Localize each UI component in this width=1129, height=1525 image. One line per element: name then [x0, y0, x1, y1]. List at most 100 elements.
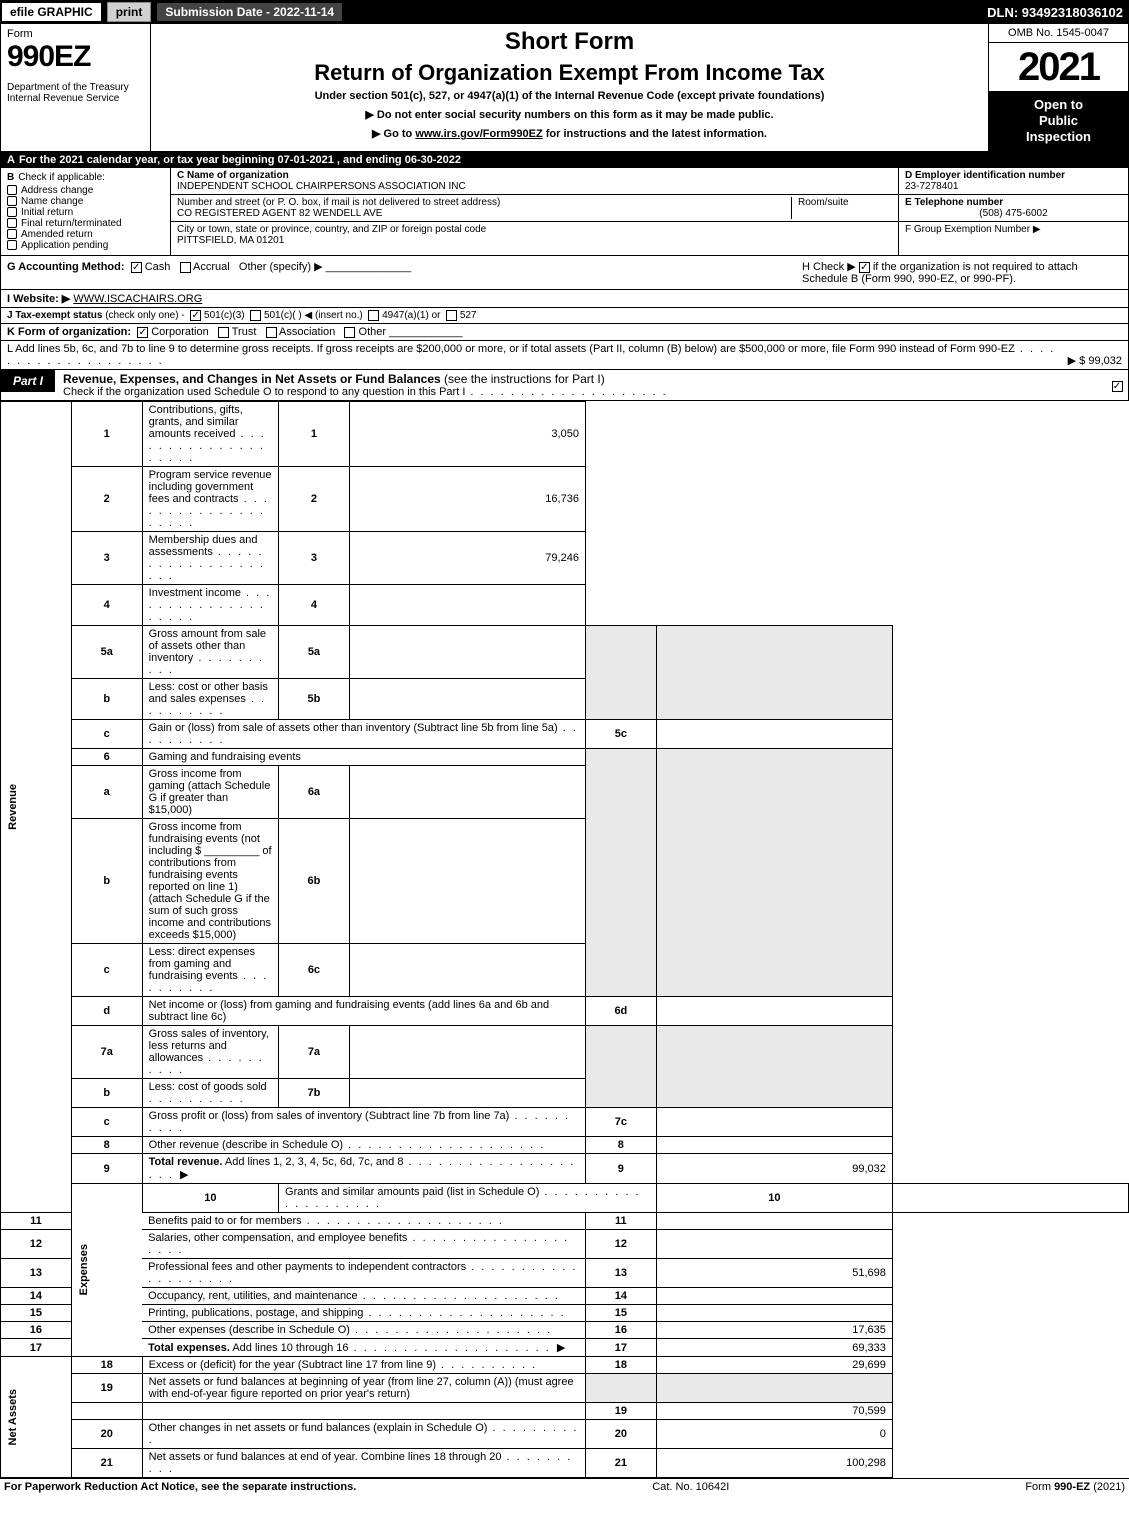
line-k: K Form of organization: Corporation Trus…	[0, 324, 1129, 341]
line-g-h: G Accounting Method: Cash Accrual Other …	[0, 256, 1129, 290]
l9-rnum: 9	[585, 1154, 656, 1184]
line-6b: b Gross income from fundraising events (…	[1, 819, 1129, 944]
l19-num2	[71, 1403, 142, 1420]
header-right: OMB No. 1545-0047 2021 Open to Public In…	[988, 24, 1128, 151]
d-label: D Employer identification number	[905, 170, 1122, 181]
line-14: 14Occupancy, rent, utilities, and mainte…	[1, 1288, 1129, 1305]
l5a-sn: 5a	[279, 626, 350, 679]
chk-pending[interactable]	[7, 240, 17, 250]
print-button[interactable]: print	[107, 2, 152, 22]
k-label: K Form of organization:	[7, 326, 131, 338]
line-10: Expenses 10 Grants and similar amounts p…	[1, 1184, 1129, 1213]
section-a-text: For the 2021 calendar year, or tax year …	[19, 154, 461, 166]
line-6a: a Gross income from gaming (attach Sched…	[1, 766, 1129, 819]
form-word: Form	[7, 28, 144, 40]
l6a-sn: 6a	[279, 766, 350, 819]
l5b-sn: 5b	[279, 679, 350, 720]
efile-button[interactable]: efile GRAPHIC	[2, 3, 101, 21]
l15-desc: Printing, publications, postage, and shi…	[142, 1305, 585, 1322]
l18-desc: Excess or (deficit) for the year (Subtra…	[142, 1357, 585, 1374]
box-b: BCheck if applicable: Address change Nam…	[1, 168, 171, 255]
top-bar-left: efile GRAPHIC print Submission Date - 20…	[2, 2, 342, 22]
header-center: Short Form Return of Organization Exempt…	[151, 24, 988, 151]
l6a-num: a	[71, 766, 142, 819]
l2-num: 2	[71, 467, 142, 532]
l2-rnum: 2	[279, 467, 350, 532]
opt-501c: 501(c)( ) ◀ (insert no.)	[264, 310, 363, 321]
j-label: J Tax-exempt status	[7, 310, 102, 321]
chk-assoc[interactable]	[266, 327, 277, 338]
chk-501c[interactable]	[250, 310, 261, 321]
website-value[interactable]: WWW.ISCACHAIRS.ORG	[73, 293, 202, 305]
l6b-desc2: of contributions from fundraising events…	[149, 845, 272, 941]
line-7b: b Less: cost of goods sold 7b	[1, 1079, 1129, 1108]
chk-other-org[interactable]	[344, 327, 355, 338]
short-form-title: Short Form	[157, 28, 982, 56]
line-5a: 5a Gross amount from sale of assets othe…	[1, 626, 1129, 679]
chk-accrual[interactable]	[180, 262, 191, 273]
l4-val	[349, 585, 585, 626]
l20-val: 0	[656, 1420, 892, 1449]
line-6: 6 Gaming and fundraising events	[1, 749, 1129, 766]
ssn-warning: ▶ Do not enter social security numbers o…	[157, 108, 982, 121]
dln-label: DLN: 93492318036102	[987, 5, 1127, 20]
goto-post: for instructions and the latest informat…	[543, 128, 767, 140]
l12-num: 12	[1, 1230, 72, 1259]
l18-num: 18	[71, 1357, 142, 1374]
l19-val: 70,599	[656, 1403, 892, 1420]
l14-desc: Occupancy, rent, utilities, and maintena…	[142, 1288, 585, 1305]
chk-501c3[interactable]	[190, 310, 201, 321]
identity-row: BCheck if applicable: Address change Nam…	[0, 168, 1129, 256]
chk-initial-return[interactable]	[7, 207, 17, 217]
box-b-title: Check if applicable:	[18, 172, 105, 183]
line-i-row: I Website: ▶ WWW.ISCACHAIRS.ORG	[0, 290, 1129, 308]
line-l-row: L Add lines 5b, 6c, and 7b to line 9 to …	[0, 341, 1129, 370]
irs-link[interactable]: www.irs.gov/Form990EZ	[415, 128, 542, 140]
l19-grayv	[656, 1374, 892, 1403]
opt-address-change: Address change	[21, 185, 93, 196]
l13-desc: Professional fees and other payments to …	[142, 1259, 585, 1288]
box-d: D Employer identification number 23-7278…	[898, 168, 1128, 255]
l18-val: 29,699	[656, 1357, 892, 1374]
l21-val: 100,298	[656, 1449, 892, 1478]
line-6d: d Net income or (loss) from gaming and f…	[1, 997, 1129, 1026]
addr-label: Number and street (or P. O. box, if mail…	[177, 197, 785, 208]
l19-rnum: 19	[585, 1403, 656, 1420]
chk-name-change[interactable]	[7, 196, 17, 206]
top-bar: efile GRAPHIC print Submission Date - 20…	[0, 0, 1129, 24]
chk-cash[interactable]	[131, 262, 142, 273]
l19-desc: Net assets or fund balances at beginning…	[142, 1374, 585, 1403]
l5c-val	[656, 720, 892, 749]
line-11: 11Benefits paid to or for members11	[1, 1213, 1129, 1230]
chk-schedule-o[interactable]	[1112, 381, 1123, 392]
chk-527[interactable]	[446, 310, 457, 321]
l2-val: 16,736	[349, 467, 585, 532]
l3-rnum: 3	[279, 532, 350, 585]
chk-4947[interactable]	[368, 310, 379, 321]
chk-final-return[interactable]	[7, 218, 17, 228]
l5a-sv	[349, 626, 585, 679]
l5b-num: b	[71, 679, 142, 720]
l11-val	[656, 1213, 892, 1230]
revenue-tab: Revenue	[7, 784, 19, 830]
l7a-num: 7a	[71, 1026, 142, 1079]
opt-final-return: Final return/terminated	[21, 218, 122, 229]
l2-desc: Program service revenue including govern…	[142, 467, 278, 532]
f-label: F Group Exemption Number ▶	[899, 222, 1128, 237]
chk-address-change[interactable]	[7, 185, 17, 195]
line-4: 4 Investment income 4	[1, 585, 1129, 626]
chk-amended[interactable]	[7, 229, 17, 239]
l6c-num: c	[71, 944, 142, 997]
l19-gray	[585, 1374, 656, 1403]
l17-num: 17	[1, 1339, 72, 1357]
l16-rnum: 16	[585, 1322, 656, 1339]
chk-h[interactable]	[859, 262, 870, 273]
l5b-sv	[349, 679, 585, 720]
opt-initial-return: Initial return	[21, 207, 73, 218]
line-h: H Check ▶ if the organization is not req…	[802, 260, 1122, 285]
chk-trust[interactable]	[218, 327, 229, 338]
l21-num: 21	[71, 1449, 142, 1478]
chk-corp[interactable]	[137, 327, 148, 338]
opt-assoc: Association	[279, 326, 335, 338]
l20-num: 20	[71, 1420, 142, 1449]
